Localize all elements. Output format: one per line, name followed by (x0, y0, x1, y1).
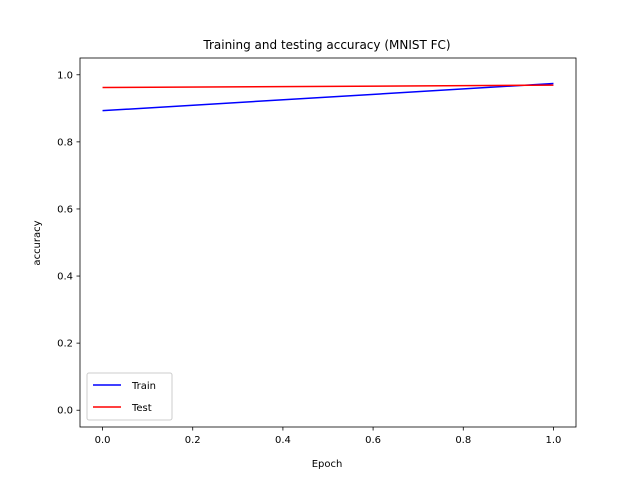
plot-area: 0.0 0.2 0.4 0.6 0.8 1.0 0.0 0.2 0.4 0.6 0.8 1.0 Trai… (57, 57, 577, 446)
series-line-train (102, 82, 554, 112)
y-tick-label: 0.4 (57, 272, 73, 283)
y-tick-label: 1.0 (57, 70, 73, 81)
axes-frame (79, 57, 577, 428)
y-tick-label: 0.6 (57, 204, 73, 215)
x-axis-label: Epoch (312, 459, 343, 470)
y-tick-label: 0.0 (57, 406, 73, 417)
y-tick-label: 0.2 (57, 339, 73, 350)
y-tick-label: 0.8 (57, 137, 73, 148)
x-tick-label: 0.8 (455, 435, 471, 446)
series-line-test (102, 84, 554, 89)
x-tick-label: 0.4 (275, 435, 291, 446)
x-tick-label: 1.0 (546, 435, 562, 446)
x-tick-label: 0.6 (365, 435, 381, 446)
x-tick-label: 0.2 (185, 435, 201, 446)
legend-label-train: Train (131, 381, 156, 392)
legend-label-test: Test (131, 403, 152, 414)
chart-title: Training and testing accuracy (MNIST FC) (202, 38, 450, 52)
y-axis-label: accuracy (32, 220, 43, 265)
x-tick-label: 0.0 (95, 435, 111, 446)
legend-box (86, 372, 173, 421)
